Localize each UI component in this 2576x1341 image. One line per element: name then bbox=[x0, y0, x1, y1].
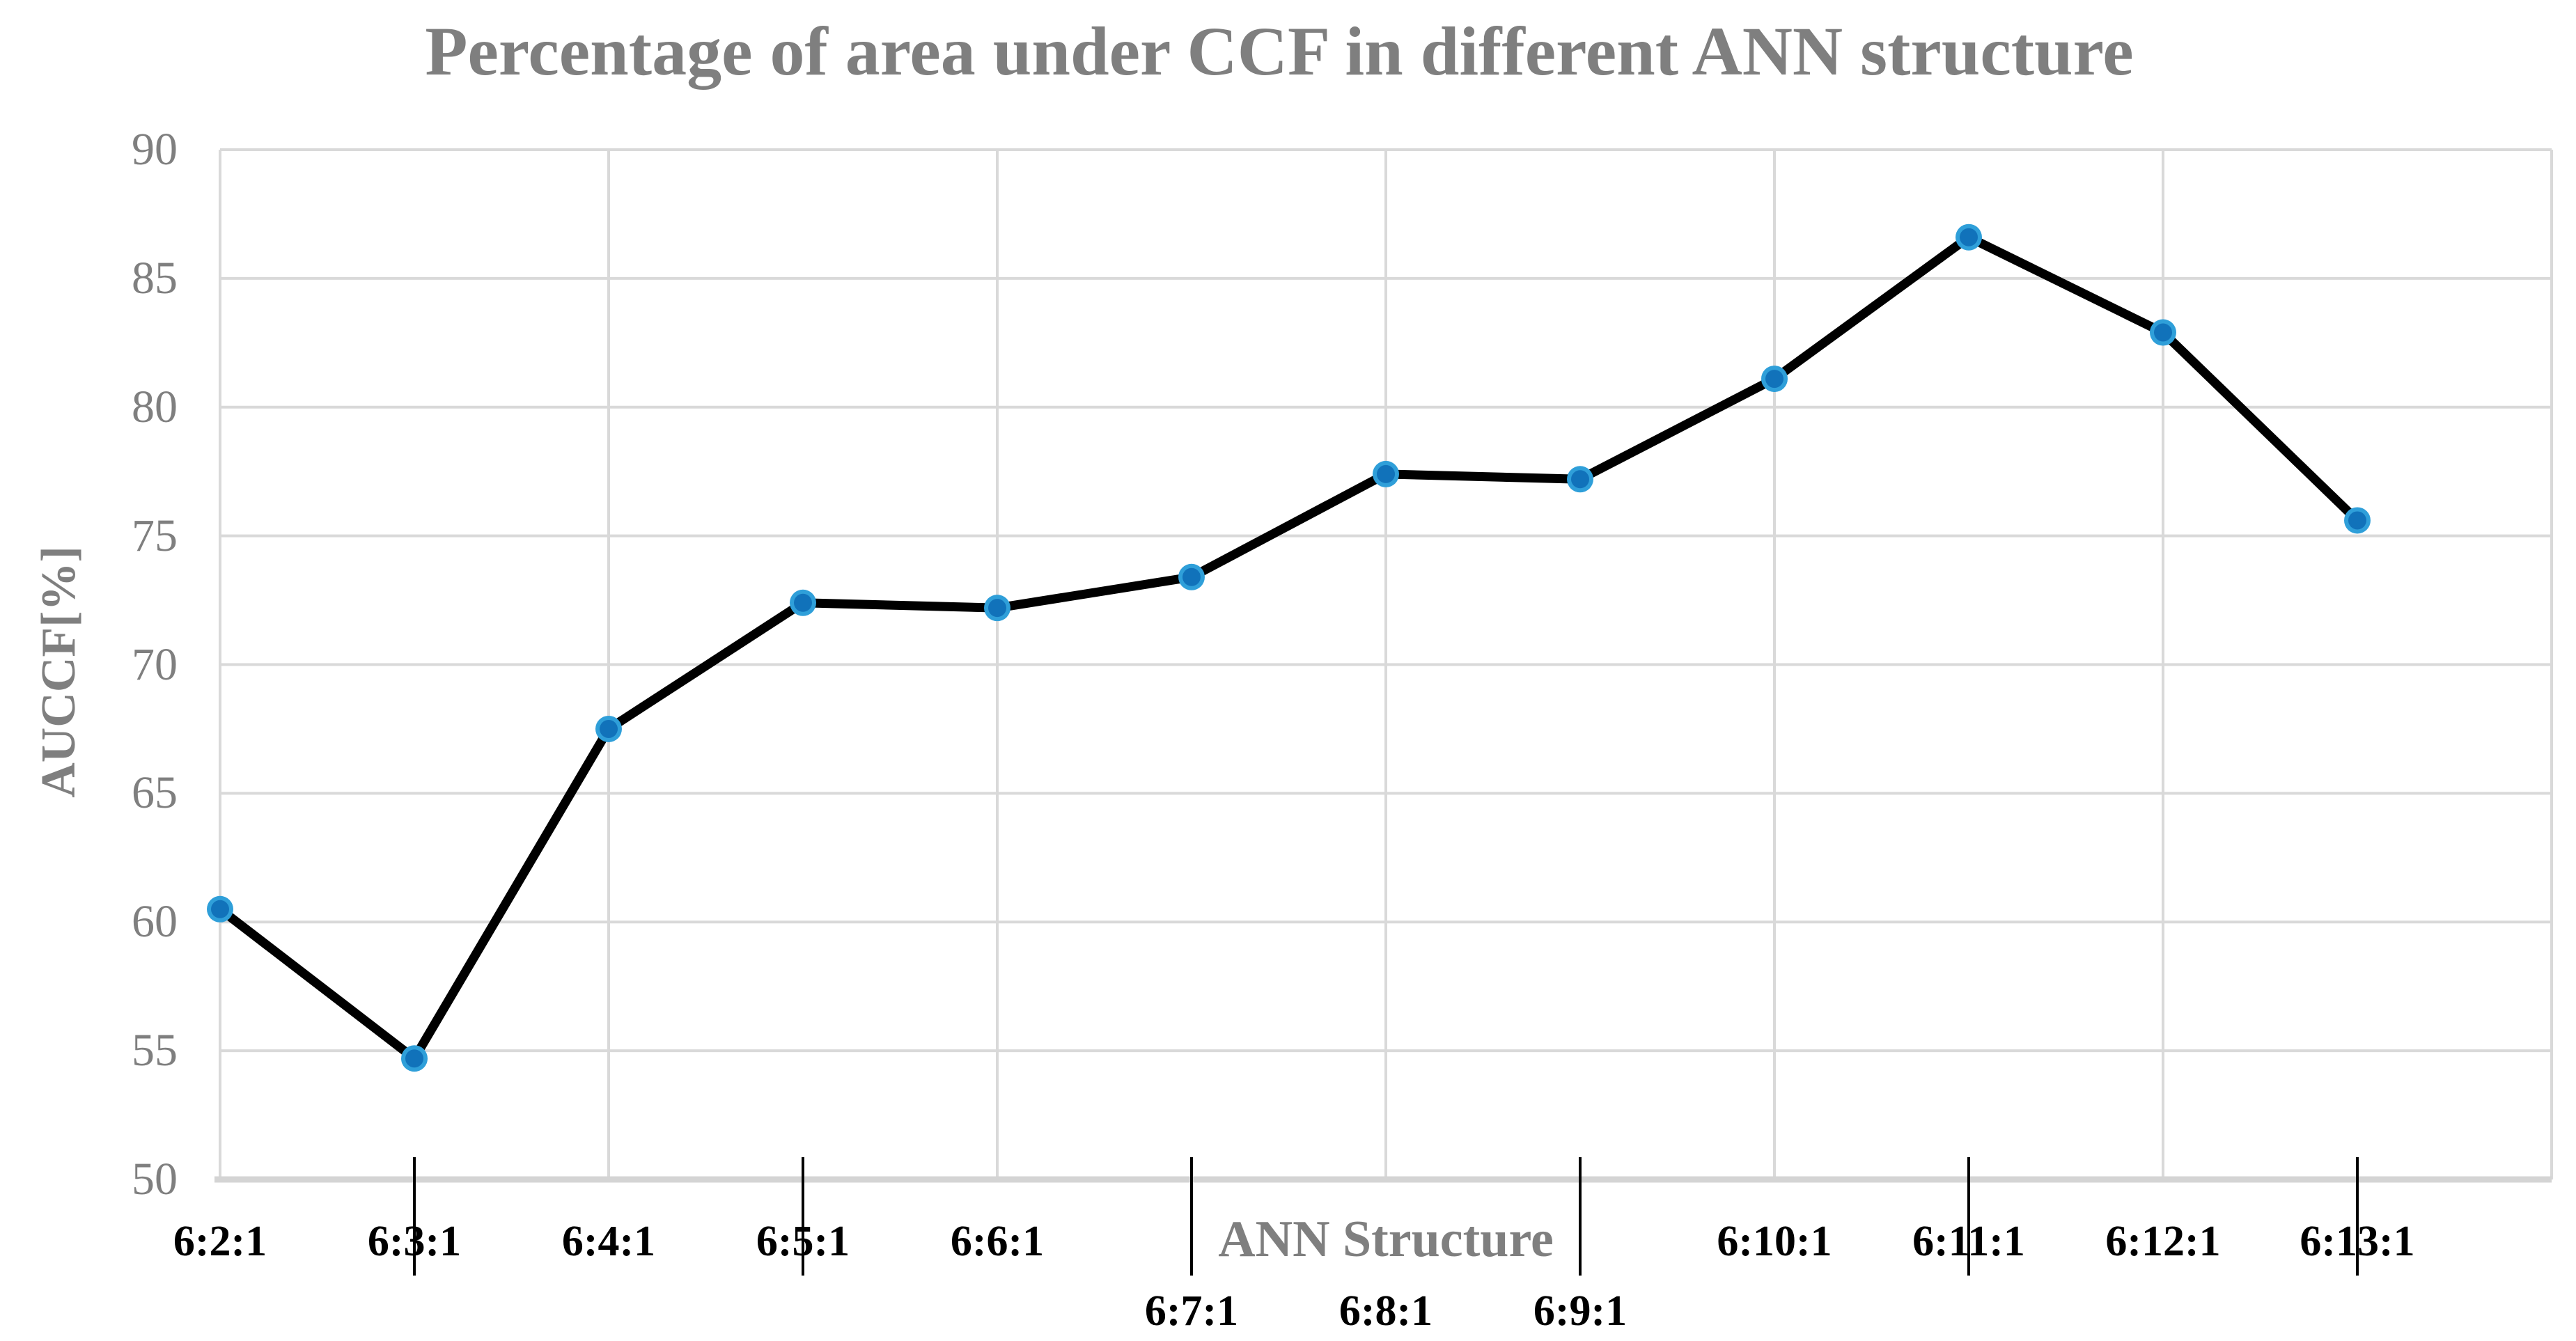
x-axis-title: ANN Structure bbox=[1218, 1211, 1554, 1268]
data-point-6:5:1 bbox=[794, 593, 812, 612]
data-point-6:10:1 bbox=[1765, 370, 1783, 389]
x-tick-label-6:6:1: 6:6:1 bbox=[950, 1218, 1045, 1265]
y-tick-label-80: 80 bbox=[132, 381, 178, 432]
x-tick-label-6:9:1: 6:9:1 bbox=[1533, 1287, 1627, 1335]
series-line bbox=[215, 233, 2362, 1063]
data-point-6:12:1 bbox=[2154, 323, 2172, 342]
y-tick-label-55: 55 bbox=[132, 1025, 178, 1076]
data-point-6:13:1 bbox=[2348, 511, 2366, 530]
y-tick-label-90: 90 bbox=[132, 124, 178, 175]
x-tick-label-6:12:1: 6:12:1 bbox=[2105, 1218, 2221, 1265]
y-tick-label-65: 65 bbox=[132, 767, 178, 819]
y-tick-label-60: 60 bbox=[132, 896, 178, 948]
x-tick-label-6:4:1: 6:4:1 bbox=[561, 1218, 656, 1265]
y-tick-label-85: 85 bbox=[132, 252, 178, 304]
data-point-6:2:1 bbox=[211, 900, 229, 918]
y-tick-label-70: 70 bbox=[132, 638, 178, 690]
x-tick-label-6:8:1: 6:8:1 bbox=[1338, 1287, 1433, 1335]
x-tick-label-6:10:1: 6:10:1 bbox=[1717, 1218, 1832, 1265]
x-tick-label-6:13:1: 6:13:1 bbox=[2300, 1218, 2415, 1265]
data-point-6:11:1 bbox=[1960, 228, 1978, 246]
data-point-6:6:1 bbox=[988, 599, 1006, 618]
data-point-6:3:1 bbox=[405, 1049, 423, 1068]
x-tick-label-6:3:1: 6:3:1 bbox=[367, 1218, 462, 1265]
x-tick-label-6:5:1: 6:5:1 bbox=[756, 1218, 850, 1265]
y-tick-label-50: 50 bbox=[132, 1154, 178, 1205]
x-tick-label-6:11:1: 6:11:1 bbox=[1912, 1218, 2025, 1265]
data-point-6:7:1 bbox=[1182, 567, 1201, 586]
data-point-6:9:1 bbox=[1571, 470, 1589, 489]
data-point-6:4:1 bbox=[600, 719, 618, 738]
chart-title: Percentage of area under CCF in differen… bbox=[425, 13, 2134, 90]
y-tick-label-75: 75 bbox=[132, 510, 178, 561]
x-tick-label-6:2:1: 6:2:1 bbox=[173, 1218, 267, 1265]
data-point-6:8:1 bbox=[1377, 464, 1395, 483]
x-tick-label-6:7:1: 6:7:1 bbox=[1144, 1287, 1239, 1335]
